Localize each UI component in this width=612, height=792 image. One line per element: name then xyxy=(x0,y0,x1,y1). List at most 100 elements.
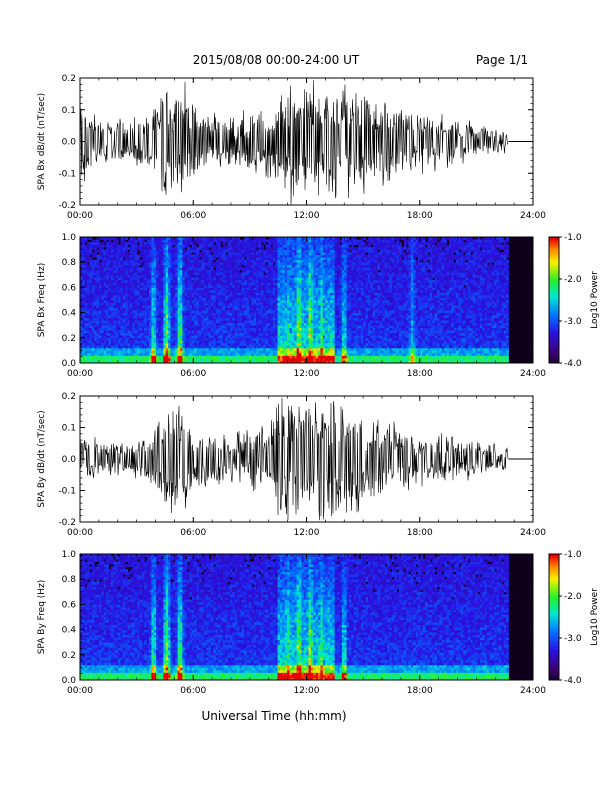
spectrogram-cell xyxy=(99,249,102,253)
spectrogram-cell xyxy=(232,289,236,293)
spectrogram-cell xyxy=(158,239,162,243)
spectrogram-cell xyxy=(251,242,255,245)
spectrogram-cell xyxy=(258,300,262,303)
spectrogram-cell xyxy=(187,239,190,243)
spectrogram-cell xyxy=(177,310,181,313)
spectrogram-cell xyxy=(275,332,278,336)
spectrogram-cell xyxy=(160,320,164,324)
spectrogram-cell xyxy=(201,312,205,316)
spectrogram-cell xyxy=(291,279,295,283)
spectrogram-cell xyxy=(139,312,143,316)
spectrogram-cell xyxy=(125,335,129,339)
spectrogram-cell xyxy=(113,237,117,240)
spectrogram-cell xyxy=(146,252,150,256)
spectrogram-cell xyxy=(201,360,205,363)
spectrogram-cell xyxy=(208,327,212,331)
spectrogram-cell xyxy=(239,242,243,245)
spectrogram-cell xyxy=(106,340,109,344)
spectrogram-cell xyxy=(222,325,226,329)
spectrogram-cell xyxy=(129,244,133,248)
spectrogram-cell xyxy=(191,297,195,301)
spectrogram-cell xyxy=(144,279,148,283)
spectrogram-cell xyxy=(87,274,90,278)
spectrogram-cell xyxy=(158,360,162,363)
spectrogram-cell xyxy=(141,350,145,354)
spectrogram-cell xyxy=(137,352,140,356)
spectrogram-cell xyxy=(227,305,231,308)
spectrogram-cell xyxy=(251,337,255,341)
spectrogram-cell xyxy=(268,337,271,341)
spectrogram-cell xyxy=(134,357,138,361)
spectrogram-cell xyxy=(244,249,248,253)
spectrogram-cell xyxy=(99,272,102,276)
spectrogram-cell xyxy=(110,307,114,311)
spectrogram-cell xyxy=(308,352,312,356)
spectrogram-cell xyxy=(289,259,293,263)
spectrogram-cell xyxy=(80,325,83,329)
spectrogram-cell xyxy=(232,282,236,286)
spectrogram-cell xyxy=(232,357,236,361)
spectrogram-cell xyxy=(201,332,205,336)
spectrogram-cell xyxy=(246,262,250,266)
spectrogram-cell xyxy=(229,259,233,263)
spectrogram-cell xyxy=(177,257,181,261)
spectrogram-cell xyxy=(134,247,138,250)
spectrogram-cell xyxy=(256,254,259,258)
spectrogram-cell xyxy=(84,332,88,336)
spectrogram-cell xyxy=(268,360,271,363)
spectrogram-cell xyxy=(234,249,238,253)
spectrogram-cell xyxy=(179,237,183,240)
spectrogram-cell xyxy=(218,259,221,263)
spectrogram-cell xyxy=(165,322,169,326)
spectrogram-cell xyxy=(310,287,314,291)
y-tick-label: 0.2 xyxy=(62,74,76,84)
spectrogram-cell xyxy=(191,277,195,281)
spectrogram-cell xyxy=(191,267,195,271)
spectrogram-cell xyxy=(177,264,181,268)
spectrogram-cell xyxy=(263,347,267,351)
spectrogram-cell xyxy=(129,262,133,266)
spectrogram-cell xyxy=(206,355,209,359)
spectrogram-cell xyxy=(96,310,100,313)
spectrogram-cell xyxy=(96,279,100,283)
spectrogram-cell xyxy=(115,307,119,311)
spectrogram-cell xyxy=(206,282,209,286)
spectrogram-cell xyxy=(160,325,164,329)
spectrogram-cell xyxy=(284,307,288,311)
spectrogram-cell xyxy=(141,312,145,316)
spectrogram-cell xyxy=(263,315,267,319)
spectrogram-cell xyxy=(199,325,202,329)
spectrogram-cell xyxy=(310,289,314,293)
spectrogram-cell xyxy=(179,297,183,301)
spectrogram-cell xyxy=(301,279,305,283)
spectrogram-cell xyxy=(132,322,136,326)
spectrogram-cell xyxy=(287,262,290,266)
spectrogram-cell xyxy=(139,262,143,266)
spectrogram-cell xyxy=(282,269,286,273)
spectrogram-cell xyxy=(103,312,107,316)
spectrogram-cell xyxy=(229,269,233,273)
spectrogram-cell xyxy=(137,259,140,263)
spectrogram-cell xyxy=(258,352,262,356)
spectrogram-cell xyxy=(165,254,169,258)
spectrogram-cell xyxy=(241,254,245,258)
spectrogram-cell xyxy=(284,277,288,281)
spectrogram-cell xyxy=(220,287,224,291)
spectrogram-cell xyxy=(296,317,300,321)
spectrogram-cell xyxy=(251,247,255,250)
spectrogram-cell xyxy=(96,257,100,261)
spectrogram-cell xyxy=(122,327,126,331)
spectrogram-cell xyxy=(163,357,167,361)
spectrogram-cell xyxy=(246,347,250,351)
spectrogram-cell xyxy=(260,350,264,354)
spectrogram-cell xyxy=(251,282,255,286)
spectrogram-cell xyxy=(246,325,250,329)
spectrogram-cell xyxy=(184,307,188,311)
spectrogram-cell xyxy=(270,282,274,286)
spectrogram-cell xyxy=(225,327,228,331)
spectrogram-cell xyxy=(196,264,200,268)
spectrogram-cell xyxy=(179,320,183,324)
x-tick-label: 00:00 xyxy=(67,211,93,221)
spectrogram-cell xyxy=(151,289,155,293)
spectrogram-cell xyxy=(194,244,198,248)
